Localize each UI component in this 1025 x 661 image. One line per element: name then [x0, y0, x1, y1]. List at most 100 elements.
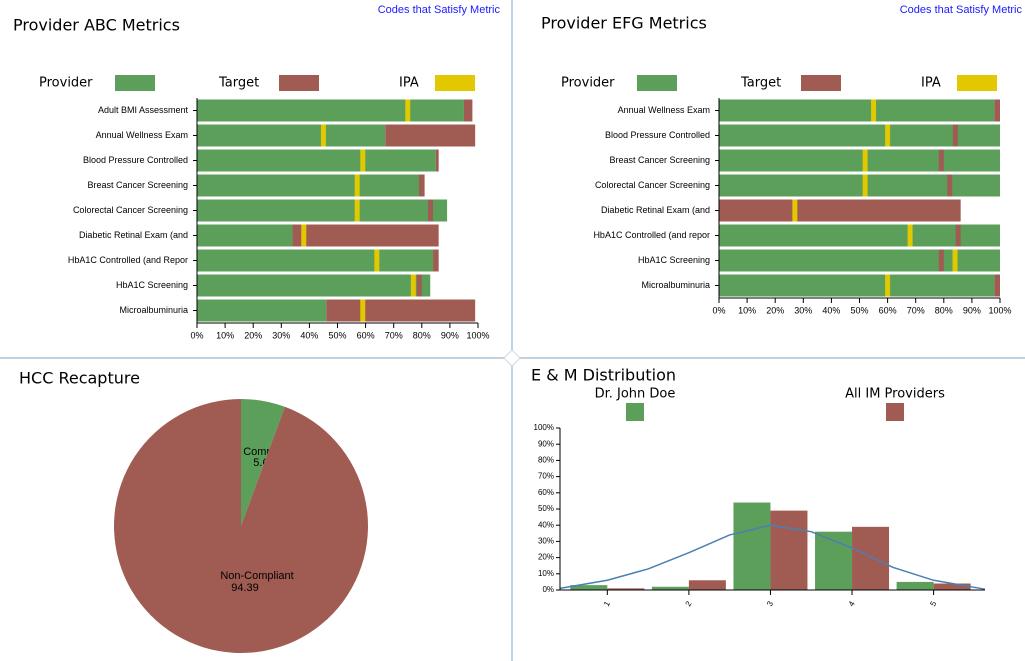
y-tick-label: 50%	[538, 504, 554, 513]
y-tick-label: Blood Pressure Controlled	[605, 130, 710, 140]
target-marker	[955, 224, 961, 247]
ipa-marker	[405, 99, 411, 122]
x-tick-label: 50%	[850, 305, 868, 315]
x-tick-label: 0%	[712, 305, 725, 315]
provider-bar	[197, 199, 448, 222]
x-tick-label: 20%	[766, 305, 784, 315]
x-tick-label: 60%	[879, 305, 897, 315]
y-tick-label: HbA1C Screening	[638, 255, 710, 265]
link[interactable]: Codes that Satisfy Metric	[378, 4, 501, 16]
legend-swatch	[637, 75, 677, 91]
y-tick-label: Blood Pressure Controlled	[83, 155, 188, 165]
x-tick-label: 10%	[738, 305, 756, 315]
provider-bar	[197, 99, 464, 122]
y-tick-label: 0%	[542, 585, 554, 594]
ipa-marker	[862, 149, 868, 172]
target-bar	[994, 99, 1000, 122]
legend-label: IPA	[921, 76, 941, 91]
legend-swatch	[801, 75, 841, 91]
target-bar	[292, 224, 439, 247]
y-tick-label: 90%	[538, 439, 554, 448]
provider-bar	[719, 99, 995, 122]
bar	[607, 588, 645, 590]
x-tick-label: 30%	[794, 305, 812, 315]
legend-label: All IM Providers	[845, 387, 945, 402]
x-tick-label: 0%	[190, 330, 203, 340]
target-bar	[994, 274, 1000, 297]
bar	[852, 526, 890, 590]
chart-title: HCC Recapture	[19, 369, 140, 388]
chart-title: Provider ABC Metrics	[13, 16, 180, 35]
legend-swatch	[886, 403, 904, 421]
bar	[570, 585, 608, 590]
provider-bar	[719, 149, 1000, 172]
ipa-marker	[360, 299, 366, 322]
ipa-marker	[354, 174, 360, 197]
y-tick-label: Diabetic Retinal Exam (and	[601, 205, 710, 215]
y-tick-label: 40%	[538, 520, 554, 529]
x-tick-label: 80%	[935, 305, 953, 315]
ipa-marker	[354, 199, 360, 222]
target-bar	[435, 149, 439, 172]
link[interactable]: Codes that Satisfy Metric	[900, 4, 1023, 16]
x-tick-label: 100%	[466, 330, 489, 340]
ipa-marker	[792, 199, 798, 222]
pie-slice	[241, 399, 285, 526]
ipa-marker	[907, 224, 913, 247]
target-bar	[326, 299, 476, 322]
y-tick-label: Microalbuminuria	[119, 305, 188, 315]
legend-swatch	[115, 75, 155, 91]
ipa-marker	[360, 149, 366, 172]
x-tick-label: 3	[765, 599, 775, 608]
x-tick-label: 10%	[216, 330, 234, 340]
bar	[896, 581, 934, 590]
target-bar	[418, 174, 425, 197]
target-bar	[385, 124, 476, 147]
x-tick-label: 50%	[328, 330, 346, 340]
provider-bar	[197, 249, 434, 272]
x-tick-label: 2	[684, 599, 694, 608]
ipa-marker	[952, 249, 958, 272]
slice-name: Non-Compliant	[220, 570, 293, 582]
x-tick-label: 30%	[272, 330, 290, 340]
ipa-marker	[871, 99, 877, 122]
provider-bar	[197, 124, 386, 147]
target-marker	[416, 274, 422, 297]
y-tick-label: 60%	[538, 488, 554, 497]
bar	[733, 502, 771, 590]
legend-swatch	[279, 75, 319, 91]
chart-title: Provider EFG Metrics	[541, 14, 707, 33]
y-tick-label: Microalbuminuria	[641, 280, 710, 290]
y-tick-label: Breast Cancer Screening	[87, 180, 188, 190]
x-tick-label: 70%	[907, 305, 925, 315]
target-marker	[428, 199, 434, 222]
y-tick-label: Adult BMI Assessment	[98, 105, 189, 115]
legend-label: Dr. John Doe	[595, 387, 676, 402]
y-tick-label: Annual Wellness Exam	[618, 105, 710, 115]
target-bar	[433, 249, 439, 272]
ipa-marker	[374, 249, 380, 272]
y-tick-label: Breast Cancer Screening	[609, 155, 710, 165]
legend-swatch	[626, 403, 644, 421]
target-marker	[938, 249, 944, 272]
legend-swatch	[957, 75, 997, 91]
provider-bar	[197, 174, 419, 197]
legend-label: Provider	[39, 76, 93, 91]
x-tick-label: 40%	[822, 305, 840, 315]
y-tick-label: 10%	[538, 569, 554, 578]
provider-bar	[719, 174, 1000, 197]
ipa-marker	[885, 124, 891, 147]
pie-slice	[113, 399, 368, 653]
target-marker	[938, 149, 944, 172]
legend-label: Target	[740, 76, 781, 91]
x-tick-label: 20%	[244, 330, 262, 340]
bar	[815, 531, 853, 590]
target-marker	[947, 174, 953, 197]
x-tick-label: 90%	[441, 330, 459, 340]
ipa-marker	[410, 274, 416, 297]
provider-bar	[719, 224, 1000, 247]
slice-value: 94.39	[231, 582, 259, 594]
provider-bar	[197, 299, 327, 322]
ipa-marker	[301, 224, 307, 247]
